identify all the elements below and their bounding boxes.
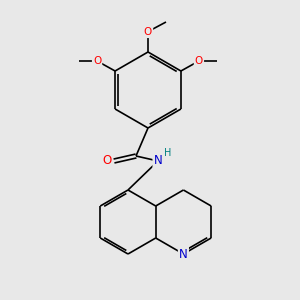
Text: H: H	[164, 148, 172, 158]
Text: N: N	[179, 248, 188, 260]
Text: O: O	[195, 56, 203, 66]
Text: O: O	[93, 56, 101, 66]
Text: O: O	[102, 154, 112, 167]
Text: O: O	[144, 27, 152, 37]
Text: N: N	[154, 154, 162, 167]
